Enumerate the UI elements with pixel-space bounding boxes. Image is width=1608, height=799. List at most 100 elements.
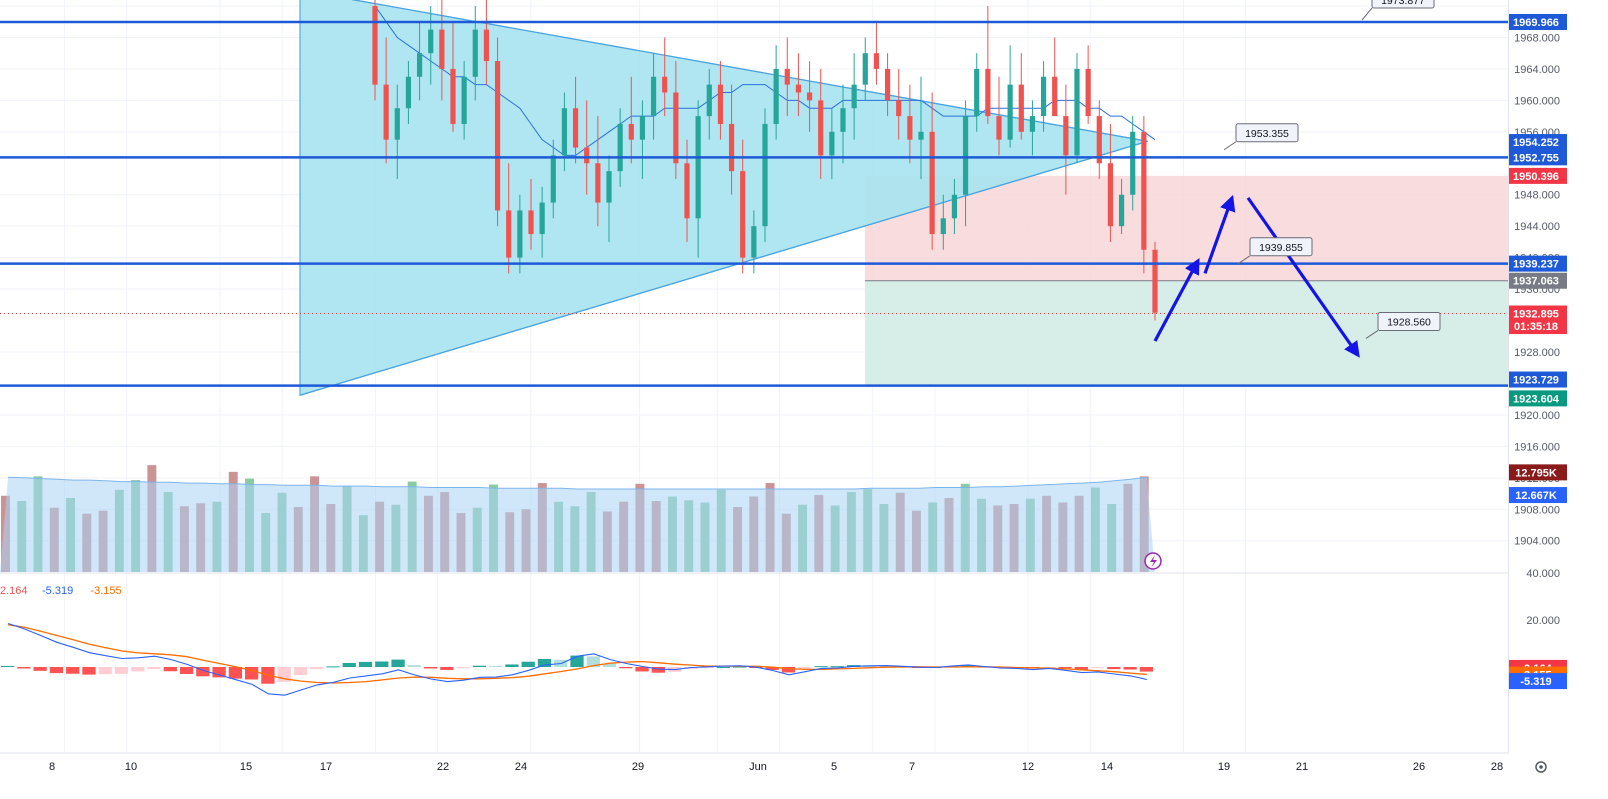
macd-histogram-bar	[358, 661, 373, 667]
candle-body	[918, 131, 924, 140]
candle-body	[617, 123, 623, 172]
candle-body	[1052, 76, 1058, 117]
candle-body	[550, 155, 556, 203]
macd-histogram-bar	[960, 665, 975, 667]
macd-histogram-bar	[879, 665, 893, 667]
macd-histogram-bar	[49, 667, 64, 674]
callout-pointer	[1237, 255, 1251, 265]
macd-histogram-bar	[179, 667, 194, 674]
macd-histogram-bar	[733, 666, 747, 668]
candle-body	[372, 6, 378, 85]
macd-histogram-bar	[537, 658, 552, 667]
macd-histogram-bar	[114, 667, 129, 674]
candle-body	[628, 123, 634, 140]
macd-histogram-bar	[700, 667, 714, 668]
macd-histogram-bar	[489, 665, 503, 667]
price-tick-label: 1908.000	[1514, 504, 1560, 516]
candle-body	[896, 100, 902, 117]
candlesticks	[372, 0, 1158, 321]
callout-box[interactable]	[1371, 0, 1435, 9]
triangle-lower-edge[interactable]	[299, 140, 1148, 396]
candle-body	[884, 68, 891, 101]
candle-body	[951, 194, 958, 219]
price-badge-label: 1969.966	[1513, 17, 1559, 29]
settings-gear-icon[interactable]	[1535, 761, 1547, 773]
price-callout[interactable]: 1928.560	[1365, 311, 1441, 339]
forecast-arrow[interactable]	[1153, 257, 1200, 342]
candle-body	[483, 29, 490, 62]
triangle-upper-edge[interactable]	[300, 0, 1148, 142]
time-tick-label: 12	[1022, 761, 1034, 773]
time-tick-label: 10	[125, 761, 137, 773]
candle-body	[1107, 163, 1114, 227]
macd-histogram-bar	[1123, 667, 1137, 670]
settings-gear-center[interactable]	[1539, 765, 1543, 769]
price-badge: 1937.063	[1509, 272, 1567, 289]
moving-average	[374, 5, 1156, 156]
price-badge: 01:35:18	[1509, 318, 1567, 335]
time-tick-label: 19	[1218, 761, 1230, 773]
macd-histogram-bar	[66, 667, 80, 674]
candle-body	[1096, 116, 1102, 164]
callout-pointer	[1365, 330, 1379, 339]
settings-gear-ring[interactable]	[1535, 761, 1547, 773]
candle-body	[940, 218, 946, 235]
macd-line	[7, 622, 1148, 696]
macd-histogram-bar	[1107, 667, 1121, 670]
candle-body	[740, 171, 746, 258]
macd-histogram-bar	[163, 667, 177, 672]
candle-body	[851, 84, 857, 109]
callout-box[interactable]	[1377, 311, 1441, 331]
macd-histogram-bar	[310, 667, 324, 670]
candle-body	[762, 123, 768, 227]
macd-pane: 2.164 -5.319 -3.155	[0, 585, 1153, 696]
macd-legend-value: -3.155	[90, 585, 121, 597]
candle-body	[650, 76, 657, 117]
price-callouts[interactable]: 1953.355 1939.855 1928.560 1973.877	[1223, 0, 1441, 339]
macd-histogram-bar	[814, 666, 828, 668]
macd-histogram-bar	[1042, 667, 1056, 668]
price-badge-bg	[1509, 134, 1567, 151]
forecast-arrows[interactable]	[1153, 194, 1360, 358]
candle-body	[1118, 194, 1125, 227]
macd-histogram-bar	[98, 667, 112, 675]
candle-body	[840, 108, 846, 132]
candle-body	[639, 116, 646, 140]
price-callout[interactable]: 1953.355	[1223, 123, 1299, 151]
price-badge-label: 1954.252	[1513, 137, 1559, 149]
forecast-arrow[interactable]	[1203, 194, 1236, 274]
price-badge: 1932.895	[1509, 305, 1567, 322]
macd-histogram-bar	[635, 667, 649, 672]
lightning-icon[interactable]	[1144, 552, 1162, 570]
candle-body	[494, 61, 501, 211]
macd-histogram-bar	[1, 665, 15, 667]
candle-body	[673, 92, 679, 164]
macd-histogram-bar	[456, 667, 470, 669]
callout-box[interactable]	[1235, 123, 1299, 143]
price-badge-label: 1923.604	[1513, 393, 1560, 405]
price-badge: 1939.237	[1509, 255, 1567, 272]
callout-box[interactable]	[1249, 237, 1313, 257]
price-badge-label: 1923.729	[1513, 375, 1559, 387]
volume-badge-bg	[1509, 487, 1567, 504]
candle-body	[662, 76, 668, 93]
candle-body	[784, 68, 790, 85]
macd-histogram-bar	[293, 667, 308, 676]
forecast-arrow[interactable]	[1246, 196, 1360, 358]
macd-badge-label: -5.319	[1520, 676, 1551, 688]
candle-body	[1152, 249, 1158, 313]
price-callout[interactable]: 1939.855	[1237, 237, 1313, 265]
lightning-icon-bolt[interactable]	[1150, 555, 1157, 568]
price-badge-bg	[1509, 371, 1567, 388]
candle-body	[1018, 84, 1024, 132]
macd-histogram-bar	[651, 667, 665, 673]
macd-histogram-bar	[196, 667, 210, 677]
horizontal-levels[interactable]	[0, 20, 1508, 387]
time-tick-label: 5	[831, 761, 837, 773]
candle-body	[818, 100, 824, 156]
price-callout-top[interactable]: 1973.877	[1361, 0, 1435, 21]
price-badge-bg	[1509, 390, 1567, 407]
macd-histogram-bar	[33, 667, 47, 671]
macd-histogram-bar	[830, 666, 844, 668]
